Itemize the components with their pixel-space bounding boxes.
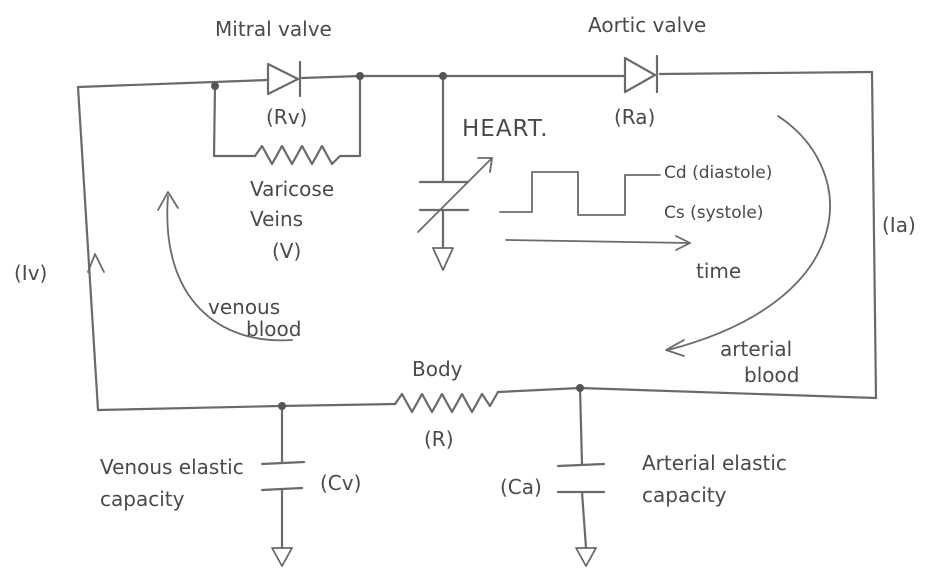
heart-label: HEART.: [462, 116, 549, 142]
aortic-valve-label: Aortic valve: [588, 13, 706, 37]
arterial-capacity-label-line2: capacity: [642, 483, 727, 507]
venous-blood-label-line2: blood: [246, 317, 301, 341]
heart-capacitance-waveform: [499, 171, 691, 251]
mitral-valve-label: Mitral valve: [215, 17, 332, 41]
ca-label: (Ca): [500, 475, 542, 499]
r-label: (R): [424, 427, 454, 451]
body-label: Body: [412, 357, 463, 381]
varicose-label-line1: Varicose: [250, 177, 334, 201]
varicose-label-line2: Veins: [250, 207, 303, 231]
bottom-wire-left: [96, 402, 397, 412]
right-wire: [870, 70, 878, 400]
heart-variable-capacitor: [417, 74, 493, 271]
node-venous-cap: [278, 402, 286, 410]
venous-blood-label-line1: venous: [208, 295, 280, 319]
venous-capacity-label-line2: capacity: [100, 487, 185, 511]
venous-blood-flow-arrow: [157, 191, 293, 342]
junction-nodes: [211, 72, 584, 410]
left-wire: [76, 85, 100, 412]
iv-current-label: (Iv): [14, 261, 47, 285]
ia-current-label: (Ia): [882, 213, 916, 237]
arterial-blood-label-line1: arterial: [720, 337, 792, 361]
aortic-valve-diode: [623, 54, 659, 94]
node-mitral-left: [211, 82, 219, 90]
venous-current-arrow: [87, 253, 105, 273]
node-mitral-right: [356, 72, 364, 80]
cs-systole-label: Cs (systole): [664, 203, 763, 223]
top-wire-right: [658, 70, 874, 76]
node-heart: [439, 72, 447, 80]
time-arrow: [505, 239, 691, 244]
venous-capacity-label-line1: Venous elastic: [100, 455, 244, 479]
node-arterial-cap: [576, 384, 584, 392]
varicose-resistor: [253, 144, 342, 166]
arterial-blood-flow-arrow: [665, 115, 831, 357]
top-wire-mid: [300, 74, 627, 80]
arterial-capacity-label-line1: Arterial elastic: [642, 451, 787, 475]
time-label: time: [696, 259, 741, 283]
cd-diastole-label: Cd (diastole): [664, 163, 772, 183]
cv-label: (Cv): [320, 471, 361, 495]
varicose-label-line3: (V): [272, 239, 301, 263]
venous-capacitor: [260, 404, 306, 567]
mitral-valve-diode: [266, 60, 302, 98]
top-wire-left: [76, 78, 270, 89]
arterial-blood-label-line2: blood: [744, 363, 799, 387]
ra-label: (Ra): [614, 105, 655, 129]
bottom-wire-right: [496, 386, 878, 400]
arterial-capacitor: [556, 386, 606, 567]
rv-label: (Rv): [266, 105, 307, 129]
body-resistor: [393, 390, 500, 414]
varicose-veins-bypass: [212, 74, 362, 166]
